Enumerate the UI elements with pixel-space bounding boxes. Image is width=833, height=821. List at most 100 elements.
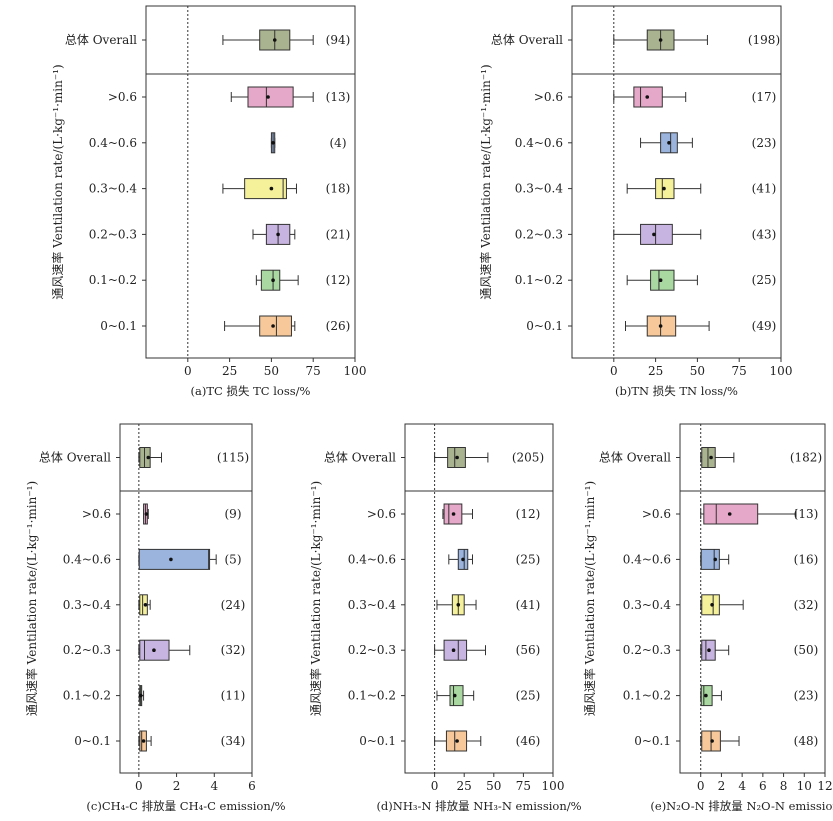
mean-marker bbox=[707, 648, 711, 652]
mean-marker bbox=[451, 648, 456, 652]
sample-size-label: (48) bbox=[794, 734, 819, 748]
box-row: >0.6 (17) bbox=[534, 86, 777, 108]
sample-size-label: (205) bbox=[512, 451, 544, 465]
mean-marker bbox=[704, 693, 708, 698]
x-tick-label: 25 bbox=[222, 364, 237, 378]
mean-marker bbox=[667, 141, 671, 145]
category-label: 0.3~0.4 bbox=[63, 598, 112, 612]
sample-size-label: (17) bbox=[752, 90, 777, 104]
iqr-box bbox=[139, 594, 148, 616]
x-tick-label: 100 bbox=[542, 779, 565, 793]
panel-c: 0 2 4 6 (c)CH₄-C 排放量 CH₄-C emission/% 通风速率 Ve… bbox=[24, 423, 286, 813]
sample-size-label: (21) bbox=[326, 227, 351, 241]
mean-marker bbox=[271, 324, 275, 328]
x-tick-label: 6 bbox=[759, 779, 767, 793]
sample-size-label: (9) bbox=[225, 507, 242, 521]
mean-marker bbox=[455, 455, 459, 460]
category-label: >0.6 bbox=[534, 90, 563, 104]
box-row: 0.1~0.2 (23) bbox=[623, 685, 819, 707]
iqr-box bbox=[701, 447, 716, 468]
mean-marker bbox=[451, 512, 456, 516]
x-tick-label: 0 bbox=[697, 779, 705, 793]
sample-size-label: (34) bbox=[221, 734, 246, 748]
box-row: 0.1~0.2 (25) bbox=[515, 269, 777, 291]
iqr-box bbox=[244, 178, 287, 200]
sample-size-label: (25) bbox=[516, 689, 541, 703]
x-tick-label: 100 bbox=[344, 364, 367, 378]
x-axis-caption: (d)NH₃-N 排放量 NH₃-N emission/% bbox=[376, 799, 581, 813]
category-label: >0.6 bbox=[108, 90, 137, 104]
box-row: >0.6 (12) bbox=[367, 503, 541, 525]
mean-marker bbox=[144, 512, 149, 516]
sample-size-label: (41) bbox=[516, 598, 541, 612]
sample-size-label: (4) bbox=[330, 136, 347, 150]
box-row: 0.1~0.2 (12) bbox=[89, 269, 350, 291]
sample-size-label: (41) bbox=[752, 182, 777, 196]
category-label: 总体 Overall bbox=[65, 33, 137, 47]
panel-b: 0 25 50 75 100 (b)TN 损失 TN loss/% 通风速率 Ventila… bbox=[478, 5, 793, 398]
sample-size-label: (46) bbox=[516, 734, 541, 748]
category-label: 0.3~0.4 bbox=[89, 182, 138, 196]
x-tick-label: 50 bbox=[486, 779, 501, 793]
category-label: 0.2~0.3 bbox=[515, 227, 563, 241]
x-tick-label: 50 bbox=[264, 364, 279, 378]
box-row: >0.6 (13) bbox=[108, 86, 351, 108]
box-row: 0.2~0.3 (43) bbox=[515, 223, 776, 245]
x-tick-label: 10 bbox=[797, 779, 812, 793]
plot-frame bbox=[404, 423, 554, 774]
box-row: 总体 Overall (198) bbox=[491, 29, 780, 51]
box-row: 0.3~0.4 (41) bbox=[515, 178, 777, 200]
category-label: >0.6 bbox=[642, 507, 671, 521]
category-label: 0.1~0.2 bbox=[623, 689, 671, 703]
box-row: 0.3~0.4 (41) bbox=[348, 594, 541, 616]
mean-marker bbox=[452, 693, 457, 698]
x-tick-label: 2 bbox=[173, 779, 181, 793]
x-axis-caption: (b)TN 损失 TN loss/% bbox=[615, 384, 738, 398]
x-tick-label: 100 bbox=[770, 364, 793, 378]
mean-marker bbox=[710, 739, 714, 743]
sample-size-label: (23) bbox=[794, 689, 819, 703]
box-row: 0.2~0.3 (32) bbox=[63, 639, 245, 661]
plot-frame bbox=[119, 423, 253, 774]
mean-marker bbox=[456, 603, 461, 607]
box-row: 0.4~0.6 (4) bbox=[89, 132, 347, 154]
box-row: 0~0.1 (46) bbox=[359, 730, 541, 752]
mean-marker bbox=[143, 603, 148, 607]
sample-size-label: (25) bbox=[752, 273, 777, 287]
y-axis-label: 通风速率 Ventilation rate/(L·kg⁻¹·min⁻¹) bbox=[308, 481, 323, 716]
mean-marker bbox=[662, 186, 666, 191]
category-label: 0.2~0.3 bbox=[63, 643, 111, 657]
mean-marker bbox=[658, 278, 663, 283]
sample-size-label: (18) bbox=[326, 182, 351, 196]
box-row: 0.3~0.4 (32) bbox=[623, 594, 819, 616]
box-row: 0.1~0.2 (11) bbox=[63, 685, 245, 707]
category-label: >0.6 bbox=[82, 507, 111, 521]
box-row: 0.2~0.3 (50) bbox=[623, 639, 818, 661]
box-row: 0~0.1 (26) bbox=[100, 315, 350, 337]
box-row: 0.3~0.4 (24) bbox=[63, 594, 245, 616]
iqr-box bbox=[247, 86, 294, 108]
category-label: 总体 Overall bbox=[599, 451, 671, 465]
mean-marker bbox=[271, 141, 275, 145]
x-tick-label: 0 bbox=[431, 779, 439, 793]
sample-size-label: (13) bbox=[326, 90, 351, 104]
x-axis-caption: (e)N₂O-N 排放量 N₂O-N emission/% bbox=[650, 799, 833, 813]
box-row: 0.1~0.2 (25) bbox=[348, 685, 541, 707]
sample-size-label: (182) bbox=[790, 451, 822, 465]
sample-size-label: (115) bbox=[217, 451, 249, 465]
x-tick-label: 75 bbox=[306, 364, 321, 378]
sample-size-label: (198) bbox=[748, 33, 780, 47]
y-axis-label: 通风速率 Ventilation rate/(L·kg⁻¹·min⁻¹) bbox=[24, 481, 39, 716]
sample-size-label: (32) bbox=[794, 598, 819, 612]
iqr-box bbox=[259, 315, 292, 337]
box-row: 0~0.1 (49) bbox=[526, 315, 776, 337]
y-axis-label: 通风速率 Ventilation rate/(L·kg⁻¹·min⁻¹) bbox=[478, 64, 493, 299]
panel-a: 0 25 50 75 100 (a)TC 损失 TC loss/% 通风速率 Ventila… bbox=[50, 5, 367, 398]
mean-marker bbox=[266, 95, 270, 99]
y-axis-label: 通风速率 Ventilation rate/(L·kg⁻¹·min⁻¹) bbox=[50, 64, 65, 299]
category-label: 0~0.1 bbox=[74, 734, 111, 748]
sample-size-label: (12) bbox=[516, 507, 541, 521]
x-tick-label: 4 bbox=[210, 779, 218, 793]
mean-marker bbox=[658, 38, 663, 42]
sample-size-label: (25) bbox=[516, 552, 541, 566]
